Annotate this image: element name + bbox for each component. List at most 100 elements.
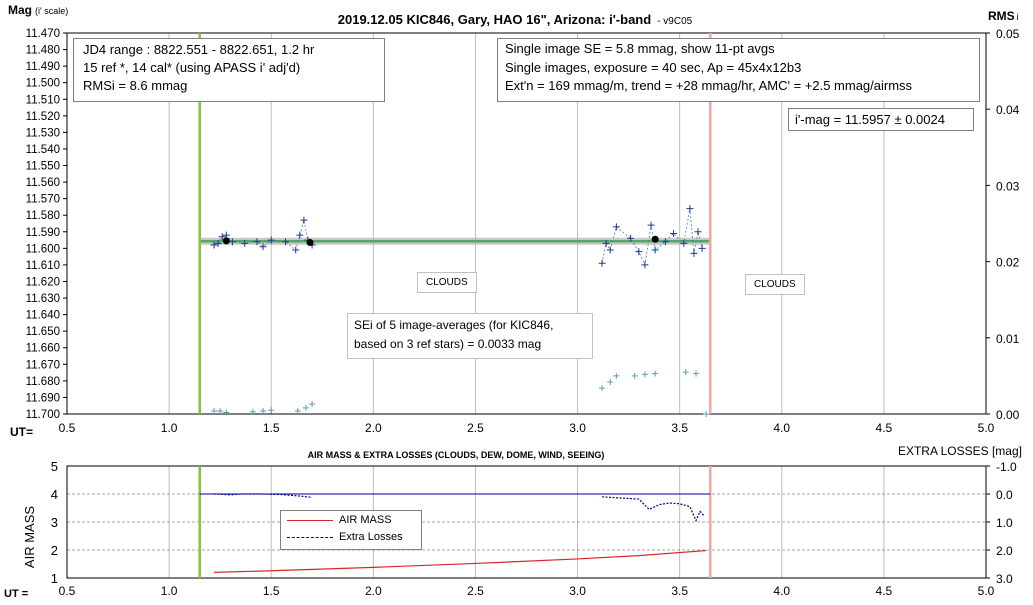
y-tick-label: 11.590: [26, 227, 60, 239]
y-tick-label: 11.610: [26, 260, 60, 272]
rms-point: [260, 407, 267, 414]
info-left-line: 15 ref *, 14 cal* (using APASS i' adj'd): [83, 60, 301, 75]
y2-tick-label: 0.00: [996, 408, 1020, 422]
rms-point: [703, 411, 710, 417]
rms-point: [309, 401, 316, 408]
y-tick-label: 11.670: [26, 359, 60, 371]
mag-point: [228, 238, 236, 246]
x-tick-label: 3.0: [569, 421, 586, 435]
x-tick-label: 2.5: [467, 421, 484, 435]
y-tick-label: 11.690: [26, 392, 60, 404]
x-tick-label: 1.5: [263, 421, 280, 435]
chart-title: 2019.12.05 KIC846, Gary, HAO 16", Arizon…: [338, 12, 693, 27]
rms-point: [211, 407, 218, 414]
y2-tick-label: 0.05: [996, 27, 1020, 41]
y-tick-label: 1: [51, 571, 58, 586]
bottom-plot-frame: [66, 465, 987, 579]
imag-value: i'-mag = 11.5957 ± 0.0024: [795, 112, 945, 127]
mag-point: [651, 246, 659, 254]
y-tick-label: 4: [51, 487, 58, 502]
y2-tick-label: 0.04: [996, 103, 1020, 117]
rms-point: [302, 404, 309, 411]
rms-point: [599, 385, 606, 392]
clouds-label-right: CLOUDS: [745, 274, 805, 295]
rms-point: [613, 372, 620, 379]
mag-point: [635, 248, 643, 256]
rms-point: [682, 369, 689, 376]
info-right-line: Single image SE = 5.8 mmag, show 11-pt a…: [505, 41, 775, 56]
y-tick-label: 11.620: [26, 276, 60, 288]
bottom-y2-label: EXTRA LOSSES [mag]: [898, 444, 1022, 458]
x-tick-label: 5.0: [978, 421, 995, 435]
mag-point: [218, 233, 226, 241]
mag-series-line: [601, 208, 703, 267]
y-tick-label: 11.540: [26, 144, 60, 156]
y-tick-label: 11.570: [26, 194, 60, 206]
y-tick-label: 11.520: [26, 111, 60, 123]
y2-tick-label: 0.02: [996, 256, 1020, 270]
mag-point: [612, 223, 620, 231]
mag-point: [300, 216, 308, 224]
top-plot-frame: [66, 32, 987, 415]
rms-point: [294, 407, 301, 414]
info-right-line: Ext'n = 169 mmag/m, trend = +28 mmag/hr,…: [505, 78, 913, 93]
rms-point: [223, 409, 230, 416]
y2-tick-label: 0.03: [996, 179, 1020, 193]
y-tick-label: 11.580: [26, 210, 60, 222]
mag-point: [296, 231, 304, 239]
mag-series-line: [213, 220, 313, 251]
x-tick-label: 2.0: [365, 421, 382, 435]
x-tick-label: 4.0: [773, 421, 790, 435]
y-tick-label: 11.530: [26, 127, 60, 139]
mag-point: [670, 229, 678, 237]
y2-tick-label: -1.0: [996, 460, 1017, 474]
x-tick-label: 4.0: [773, 584, 790, 598]
avg-point: [651, 235, 659, 243]
bottom-plot: 0.5 1.0 1.5 2.0 2.5 3.0 3.5 4.0 4.5 5.0 1 2 3 4 5 -1.0 0…: [51, 459, 1017, 598]
clouds-label-left: CLOUDS: [417, 272, 477, 293]
x-tick-label: 0.5: [59, 584, 76, 598]
mag-point: [606, 246, 614, 254]
y-tick-label: 11.640: [26, 310, 60, 322]
y-tick-label: 11.600: [26, 243, 60, 255]
avg-point: [306, 239, 314, 247]
mag-point: [602, 239, 610, 247]
legend-label-extra-losses: Extra Losses: [339, 531, 403, 543]
mag-point: [598, 259, 606, 267]
airmass-line: [214, 549, 707, 573]
mag-point: [267, 236, 275, 244]
y-tick-label: 3: [51, 515, 58, 530]
mag-point: [641, 261, 649, 269]
info-left-line: RMSi = 8.6 mmag: [83, 78, 188, 93]
y-tick-label: 2: [51, 543, 58, 558]
bottom-x-label: UT =: [4, 588, 28, 600]
y-tick-label: 11.630: [26, 293, 60, 305]
rms-point: [652, 370, 659, 377]
y2-tick-label: 0.01: [996, 332, 1020, 346]
legend-swatch-airmass: [287, 519, 333, 521]
y-tick-label: 11.650: [26, 326, 60, 338]
info-left-line: JD4 range : 8822.551 - 8822.651, 1.2 hr: [83, 42, 315, 57]
mag-point: [259, 243, 267, 251]
y-tick-label: 11.660: [26, 343, 60, 355]
x-tick-label: 1.0: [161, 421, 178, 435]
legend-swatch-extra-losses: [287, 536, 333, 538]
mag-point: [210, 241, 218, 249]
top-y2-label: RMS i: [988, 9, 1019, 23]
rms-point: [631, 372, 638, 379]
y-tick-label: 11.470: [26, 28, 60, 40]
mag-point: [241, 239, 249, 247]
info-right-line: Single images, exposure = 40 sec, Ap = 4…: [505, 59, 802, 75]
legend-label-airmass: AIR MASS: [339, 514, 392, 526]
mag-point: [680, 239, 688, 247]
y-tick-label: 11.680: [26, 376, 60, 388]
extra-losses-line: [602, 496, 705, 523]
x-tick-label: 3.5: [671, 421, 688, 435]
x-tick-label: 0.5: [59, 421, 76, 435]
imag-box: i'-mag = 11.5957 ± 0.0024: [788, 108, 974, 131]
mag-point: [627, 234, 635, 242]
bottom-title: AIR MASS & EXTRA LOSSES (CLOUDS, DEW, DO…: [308, 450, 605, 460]
top-x-label: UT=: [10, 425, 33, 439]
bottom-y-label: AIR MASS: [22, 506, 37, 568]
mag-point: [694, 228, 702, 236]
